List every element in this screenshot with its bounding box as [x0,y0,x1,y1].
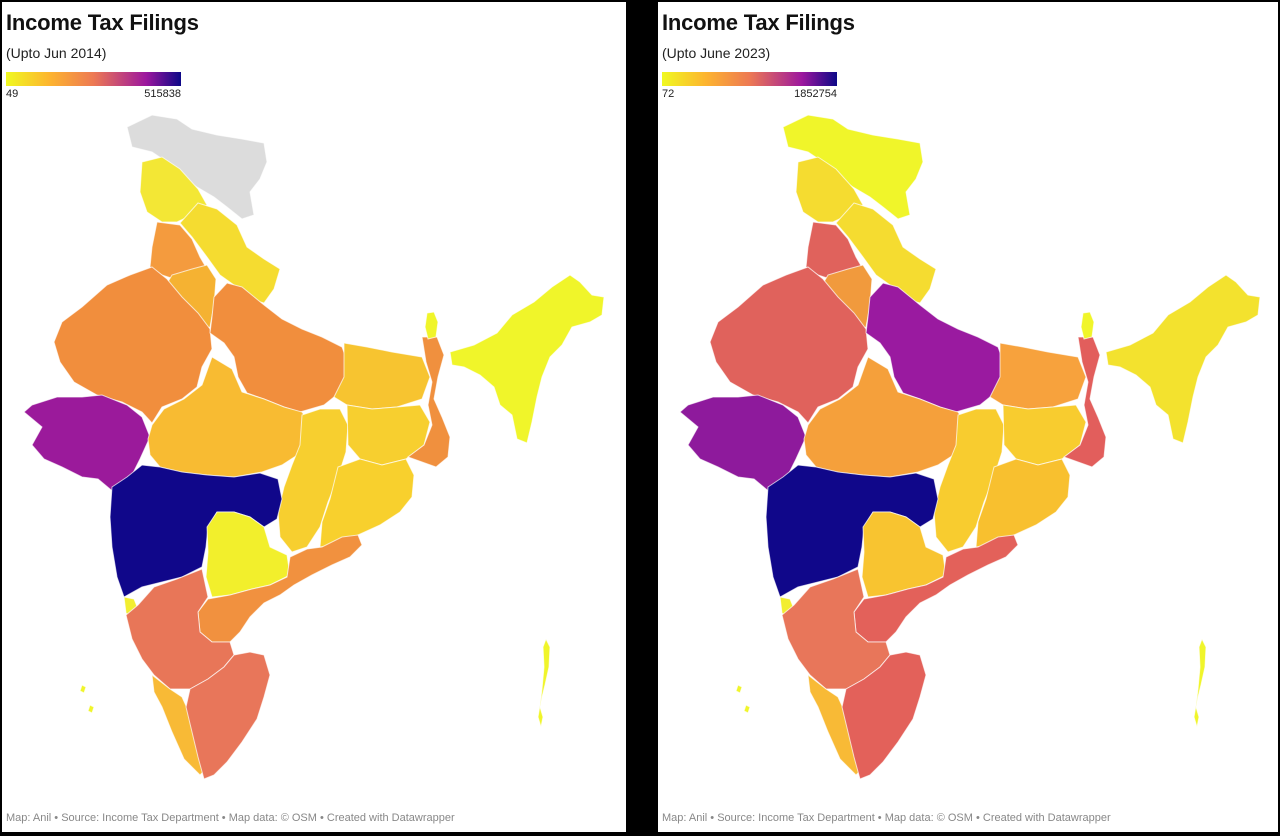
region-cg [933,408,1005,553]
map-subtitle: (Upto Jun 2014) [6,45,107,61]
legend-gradient [6,72,181,86]
region-islands [79,637,551,728]
map-panel-2014: Income Tax Filings (Upto Jun 2014) 49 51… [2,2,626,832]
map-footer-credits: Map: Anil • Source: Income Tax Departmen… [6,812,455,824]
india-choropleth-map [23,114,605,780]
region-bihar [989,342,1087,410]
map-title: Income Tax Filings [662,10,855,35]
region-ne [1105,274,1261,444]
region-od [975,458,1071,548]
region-ka [781,568,891,690]
region-rj [53,266,213,424]
map-footer-credits: Map: Anil • Source: Income Tax Departmen… [662,812,1111,824]
map-subtitle: (Upto June 2023) [662,45,771,61]
region-tn [841,651,927,780]
color-legend: 49 515838 [6,72,181,100]
region-uk [179,202,281,304]
region-ka [125,568,235,690]
region-up [865,282,1007,413]
legend-gradient [662,72,837,86]
region-od [319,458,415,548]
region-ne [449,274,605,444]
map-panel-2023: Income Tax Filings (Upto June 2023) 72 1… [658,2,1278,832]
region-wb [1062,336,1107,468]
color-legend: 72 1852754 [662,72,837,100]
legend-min-label: 49 [6,88,19,100]
region-rj [709,266,869,424]
region-sk [1080,311,1095,340]
region-tn [185,651,271,780]
region-bihar [333,342,431,410]
legend-max-label: 1852754 [794,88,837,100]
region-cg [277,408,349,553]
india-choropleth-map [679,114,1261,780]
region-up [209,282,351,413]
region-ap [853,534,1019,643]
region-wb [406,336,451,468]
legend-min-label: 72 [662,88,675,100]
map-title: Income Tax Filings [6,10,199,35]
region-ap [197,534,363,643]
region-islands [735,637,1207,728]
region-uk [835,202,937,304]
region-sk [424,311,439,340]
legend-max-label: 515838 [144,88,181,100]
